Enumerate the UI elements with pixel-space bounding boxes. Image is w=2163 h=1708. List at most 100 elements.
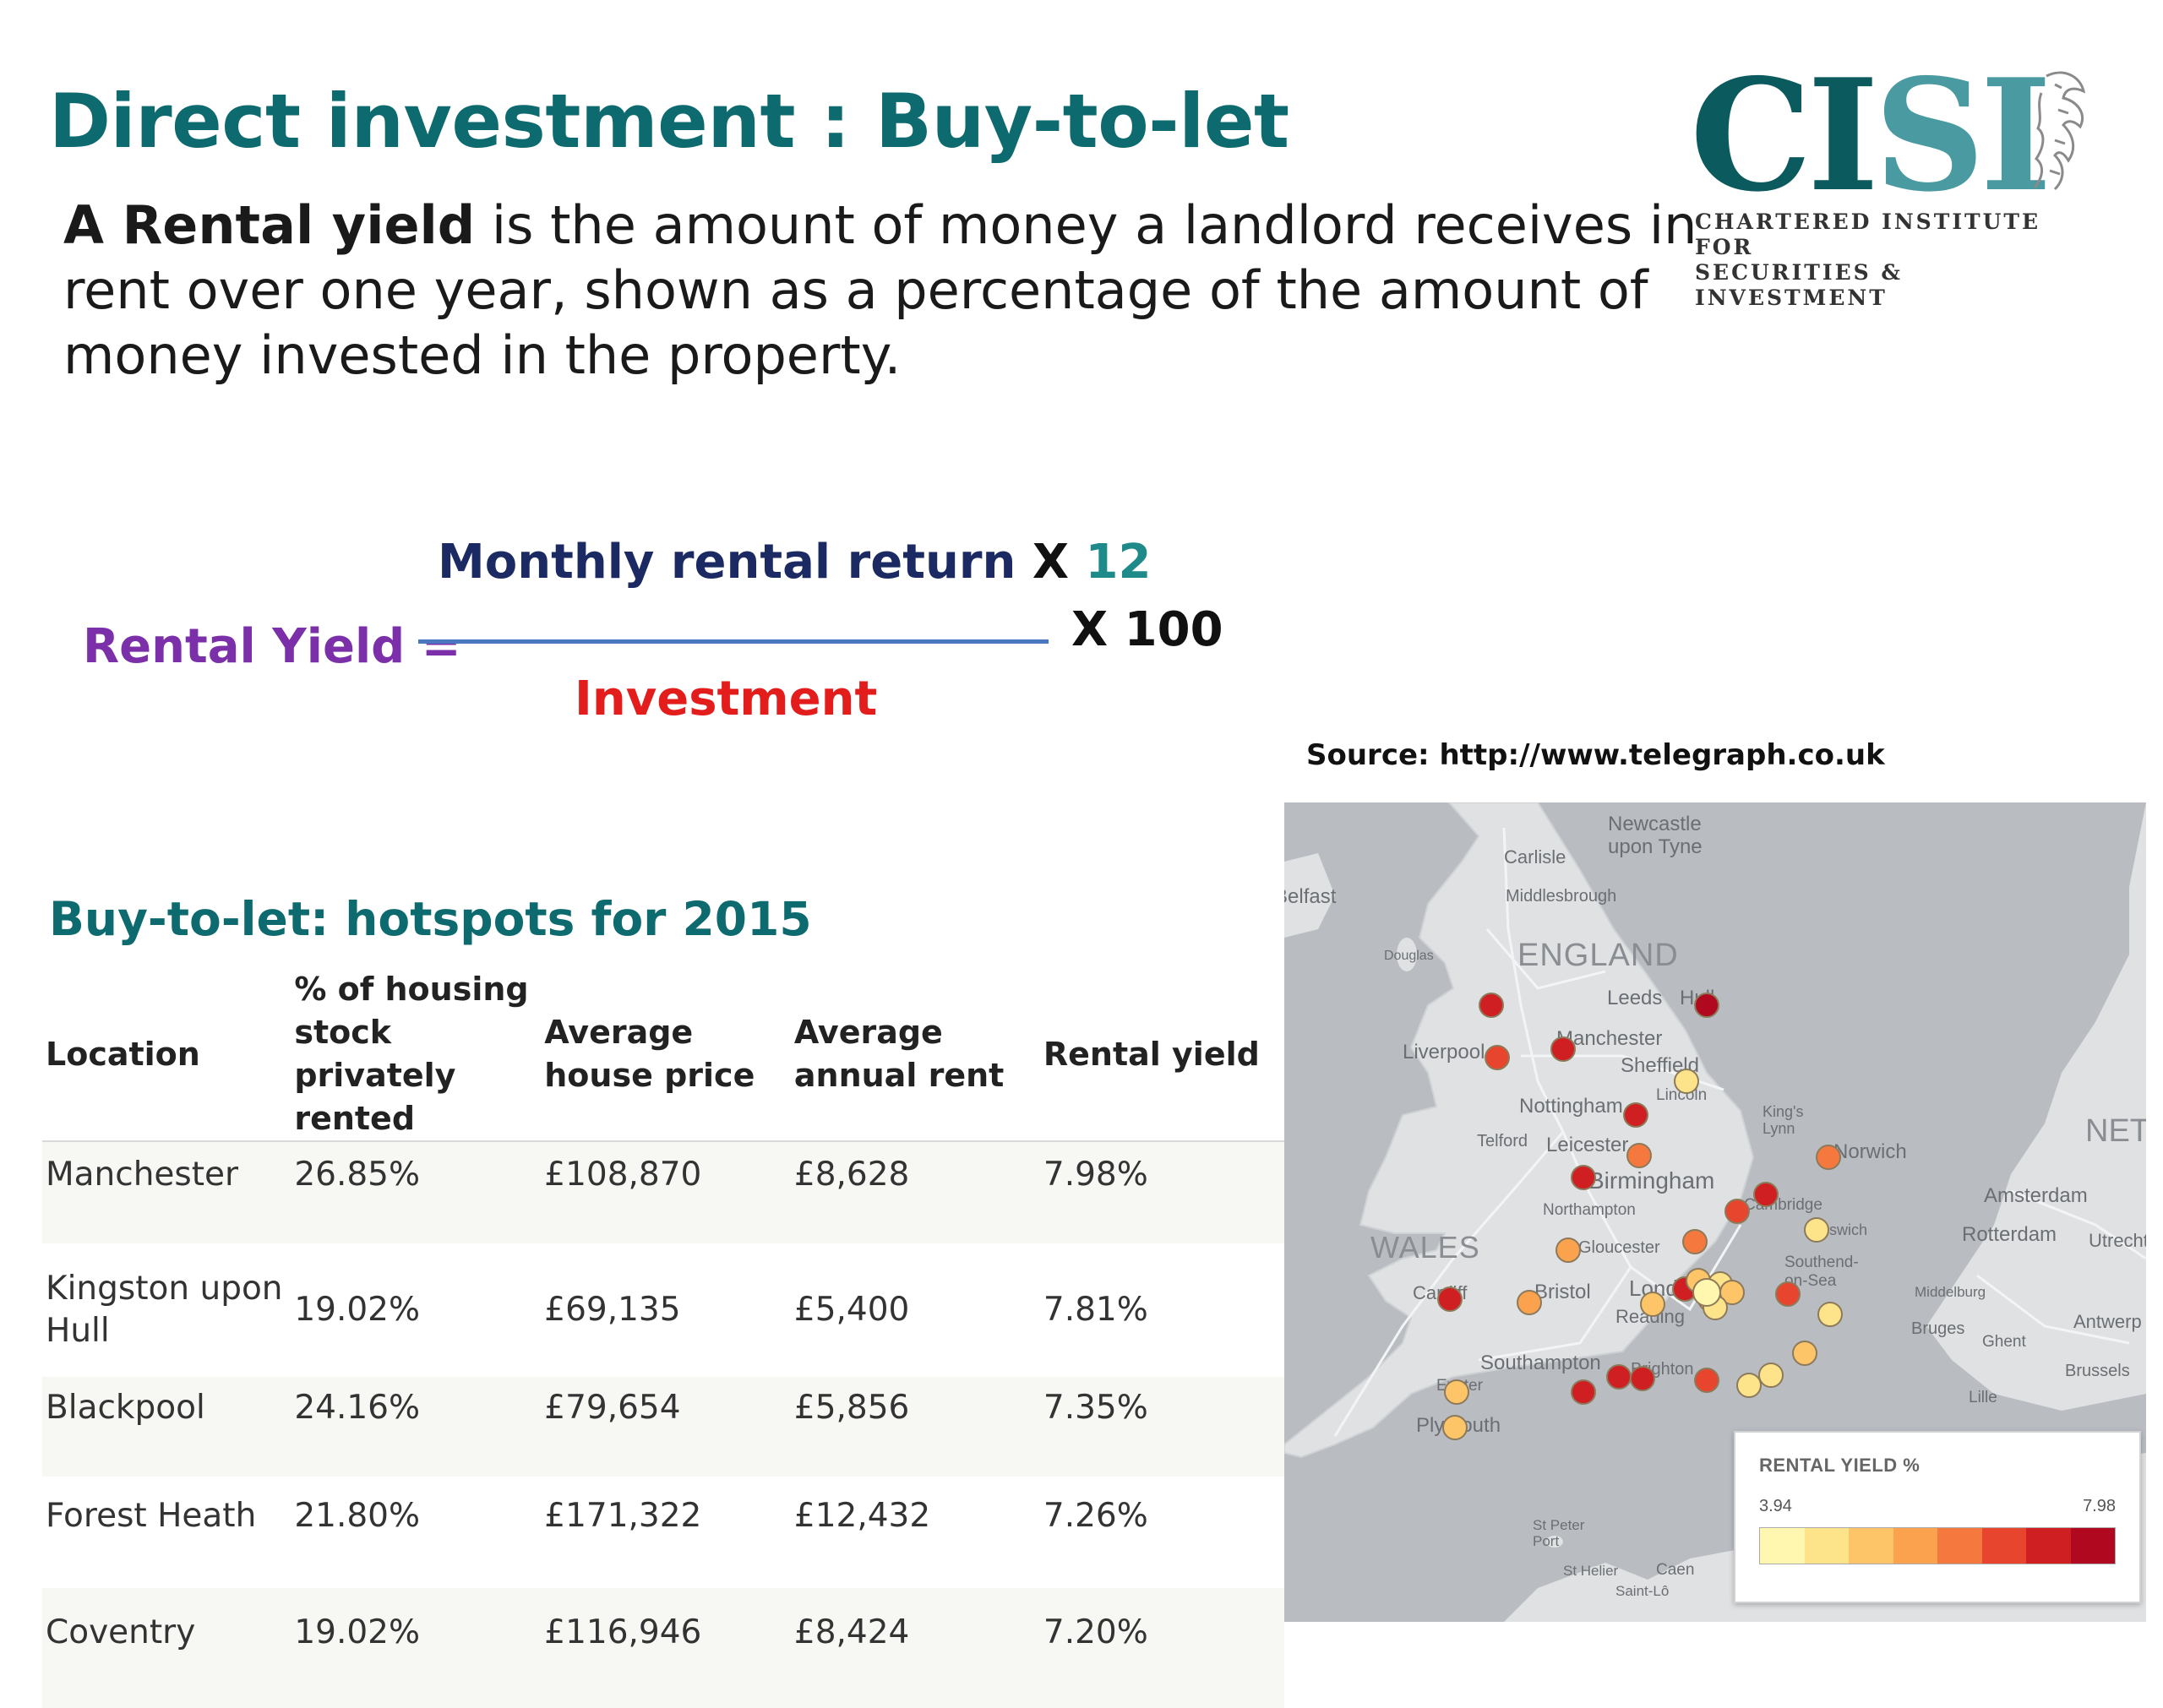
yield-marker — [1758, 1363, 1784, 1388]
map-label-newcastle: Newcastle upon Tyne — [1608, 813, 1703, 858]
legend-swatch — [2070, 1528, 2115, 1564]
rental-yield-map[interactable]: Newcastle upon Tyne Carlisle Belfast Mid… — [1284, 802, 2146, 1622]
cell-annual-rent: £12,432 — [790, 1477, 1040, 1588]
yield-marker — [1640, 1292, 1665, 1317]
cell-house-price: £79,654 — [541, 1377, 791, 1477]
yield-marker — [1571, 1165, 1596, 1190]
yield-marker — [1694, 1368, 1719, 1393]
cell-house-price: £116,946 — [541, 1588, 791, 1708]
table-row: Blackpool 24.16% £79,654 £5,856 7.35% — [42, 1377, 1284, 1477]
yield-marker — [1804, 1217, 1829, 1243]
yield-marker — [1442, 1415, 1468, 1440]
legend-max-value: 7.98 — [2083, 1497, 2116, 1515]
yield-marker — [1817, 1302, 1843, 1327]
yield-marker — [1437, 1286, 1463, 1312]
yield-marker — [1753, 1182, 1779, 1207]
yield-marker — [1479, 993, 1504, 1018]
legend-swatch — [1893, 1528, 1937, 1564]
map-label-belfast: Belfast — [1284, 885, 1337, 908]
cell-house-price: £171,322 — [541, 1477, 791, 1588]
yield-markers — [1437, 993, 1843, 1440]
yield-marker — [1444, 1379, 1469, 1405]
header-privately-rented: % of housing stock privately rented — [291, 968, 542, 1142]
cell-rental-yield: 7.81% — [1039, 1243, 1284, 1377]
cell-location: Manchester — [42, 1141, 291, 1243]
legend-color-ramp — [1759, 1527, 2116, 1564]
legend-swatch — [1937, 1528, 1982, 1564]
yield-marker — [1682, 1229, 1708, 1254]
formula-multiplier: X 100 — [1071, 602, 1223, 657]
table-title: Buy-to-let: hotspots for 2015 — [49, 892, 812, 946]
cell-house-price: £69,135 — [541, 1243, 791, 1377]
map-label-england: ENGLAND — [1517, 938, 1679, 973]
formula-lhs: Rental Yield = — [83, 619, 461, 674]
header-annual-rent: Average annual rent — [790, 968, 1040, 1142]
cisi-logo: CISI CHARTERED INSTITUTE FOR SECURITIES … — [1690, 51, 2104, 310]
cell-rental-yield: 7.20% — [1039, 1588, 1284, 1708]
map-label-nottingham: Nottingham — [1519, 1095, 1623, 1118]
hotspots-table: Location % of housing stock privately re… — [42, 968, 1284, 1708]
cell-privately-rented: 26.85% — [291, 1141, 542, 1243]
map-label-ghent: Ghent — [1982, 1333, 2026, 1351]
cell-house-price: £108,870 — [541, 1141, 791, 1243]
cell-location: Kingston upon Hull — [42, 1243, 291, 1377]
formula-numerator: Monthly rental return X 12 — [438, 535, 1152, 590]
yield-marker — [1517, 1290, 1542, 1315]
griffin-crest-icon — [2033, 71, 2086, 191]
map-label-stpeter: St Peter Port — [1533, 1517, 1585, 1549]
table-row: Coventry 19.02% £116,946 £8,424 7.20% — [42, 1588, 1284, 1708]
cell-annual-rent: £5,400 — [790, 1243, 1040, 1377]
map-label-leicester: Leicester — [1546, 1134, 1629, 1156]
header-rental-yield: Rental yield — [1039, 968, 1284, 1142]
header-house-price: Average house price — [541, 968, 791, 1142]
cell-location: Coventry — [42, 1588, 291, 1708]
yield-marker — [1606, 1364, 1632, 1390]
yield-marker — [1626, 1143, 1652, 1168]
cell-rental-yield: 7.26% — [1039, 1477, 1284, 1588]
map-label-brussels: Brussels — [2065, 1362, 2130, 1380]
yield-marker — [1485, 1045, 1510, 1070]
legend-min-value: 3.94 — [1759, 1497, 1792, 1515]
map-label-caen: Caen — [1656, 1561, 1695, 1579]
map-label-antwerp: Antwerp — [2073, 1311, 2142, 1332]
yield-marker — [1623, 1102, 1648, 1128]
fraction-bar — [418, 639, 1049, 644]
cell-location: Blackpool — [42, 1377, 291, 1477]
map-label-utrecht: Utrecht — [2089, 1230, 2146, 1251]
map-label-southend: Southend-on-Sea — [1784, 1254, 1859, 1290]
map-label-douglas: Douglas — [1384, 949, 1434, 963]
map-label-bristol: Bristol — [1534, 1281, 1591, 1303]
cell-annual-rent: £8,424 — [790, 1588, 1040, 1708]
logo-wordmark: CISI — [1690, 45, 2052, 226]
map-label-saintlo: Saint-Lô — [1615, 1583, 1670, 1599]
yield-marker — [1694, 993, 1719, 1018]
map-label-norwich: Norwich — [1833, 1140, 1907, 1163]
cell-location: Forest Heath — [42, 1477, 291, 1588]
yield-marker — [1550, 1036, 1576, 1062]
map-label-amsterdam: Amsterdam — [1984, 1184, 2088, 1207]
definition-term: A Rental yield — [63, 194, 476, 256]
definition-text: is the amount of money a landlord receiv… — [63, 194, 1697, 386]
cell-annual-rent: £5,856 — [790, 1377, 1040, 1477]
legend-swatch — [1981, 1528, 2026, 1564]
map-label-lille: Lille — [1969, 1389, 1997, 1406]
cell-privately-rented: 19.02% — [291, 1588, 542, 1708]
yield-marker — [1692, 1278, 1721, 1307]
header-location: Location — [42, 968, 291, 1142]
map-label-leeds: Leeds — [1607, 987, 1663, 1009]
table-row: Kingston upon Hull 19.02% £69,135 £5,400… — [42, 1243, 1284, 1377]
yield-marker — [1792, 1341, 1817, 1366]
map-label-gloucester: Gloucester — [1578, 1238, 1660, 1257]
map-label-ipswich: Ipswich — [1817, 1221, 1868, 1238]
map-label-wales: WALES — [1370, 1230, 1480, 1265]
cell-rental-yield: 7.98% — [1039, 1141, 1284, 1243]
yield-marker — [1556, 1237, 1581, 1263]
map-label-liverpool: Liverpool — [1403, 1041, 1485, 1063]
legend-swatch — [1849, 1528, 1893, 1564]
logo-subtitle: CHARTERED INSTITUTE FOR SECURITIES & INV… — [1695, 209, 2041, 310]
map-label-sthelier: St Helier — [1563, 1563, 1619, 1579]
yield-marker — [1775, 1281, 1801, 1307]
yield-marker — [1736, 1373, 1762, 1398]
cell-privately-rented: 21.80% — [291, 1477, 542, 1588]
map-label-net: NET — [2085, 1113, 2146, 1149]
